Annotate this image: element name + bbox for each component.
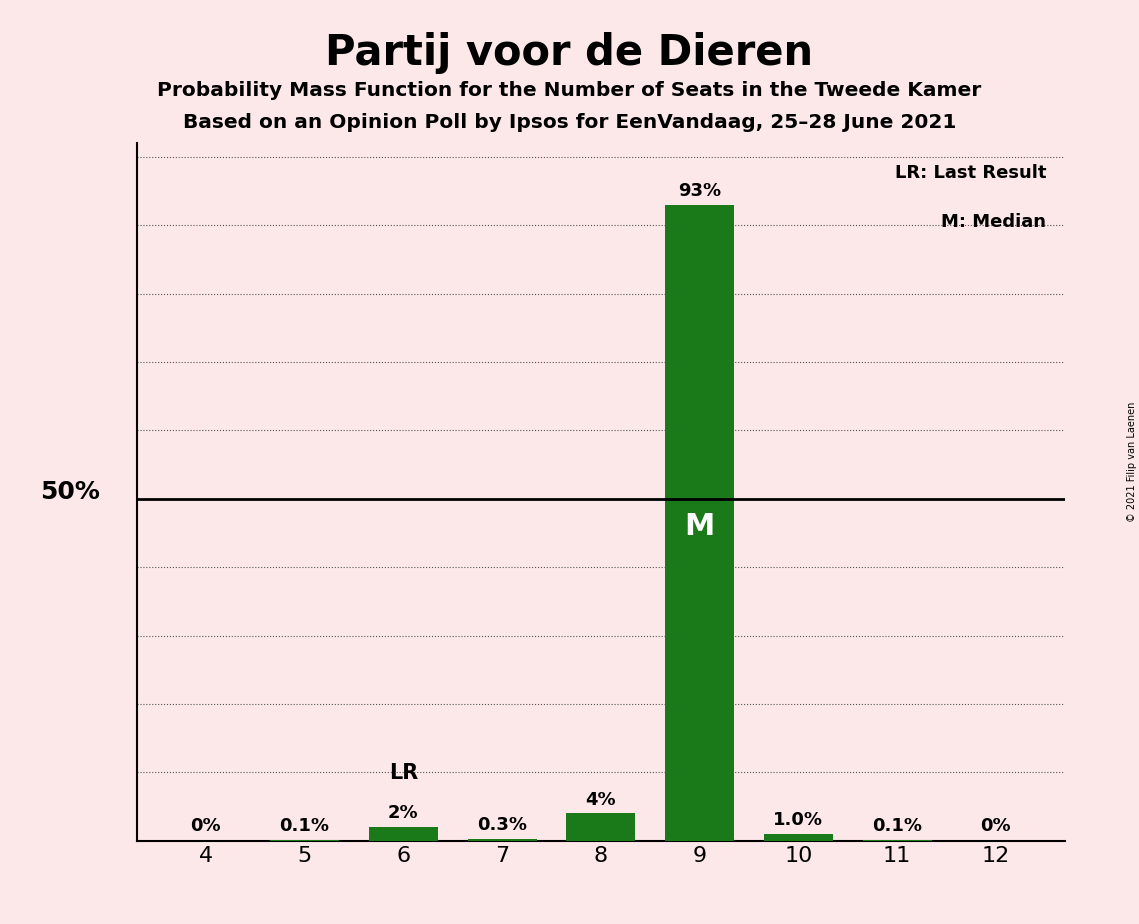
Bar (665, 205, 735, 841)
Text: 1.0%: 1.0% (773, 811, 823, 829)
Text: 0.3%: 0.3% (477, 816, 527, 834)
Text: LR: Last Result: LR: Last Result (895, 164, 1047, 182)
Text: Partij voor de Dieren: Partij voor de Dieren (326, 32, 813, 74)
Text: 93%: 93% (678, 182, 721, 200)
Text: 0%: 0% (190, 818, 221, 835)
Text: Probability Mass Function for the Number of Seats in the Tweede Kamer: Probability Mass Function for the Number… (157, 81, 982, 101)
Text: M: M (685, 512, 715, 541)
Text: M: Median: M: Median (942, 213, 1047, 231)
Bar (566, 813, 636, 841)
Bar (369, 827, 437, 841)
Text: 2%: 2% (388, 805, 419, 822)
Text: 0.1%: 0.1% (872, 818, 923, 835)
Text: LR: LR (388, 762, 418, 783)
Text: © 2021 Filip van Laenen: © 2021 Filip van Laenen (1126, 402, 1137, 522)
Bar (764, 834, 833, 841)
Text: 4%: 4% (585, 791, 616, 808)
Text: 0%: 0% (981, 818, 1011, 835)
Text: 0.1%: 0.1% (279, 818, 329, 835)
Text: 50%: 50% (40, 480, 99, 504)
Bar (467, 839, 536, 841)
Text: Based on an Opinion Poll by Ipsos for EenVandaag, 25–28 June 2021: Based on an Opinion Poll by Ipsos for Ee… (183, 113, 956, 132)
